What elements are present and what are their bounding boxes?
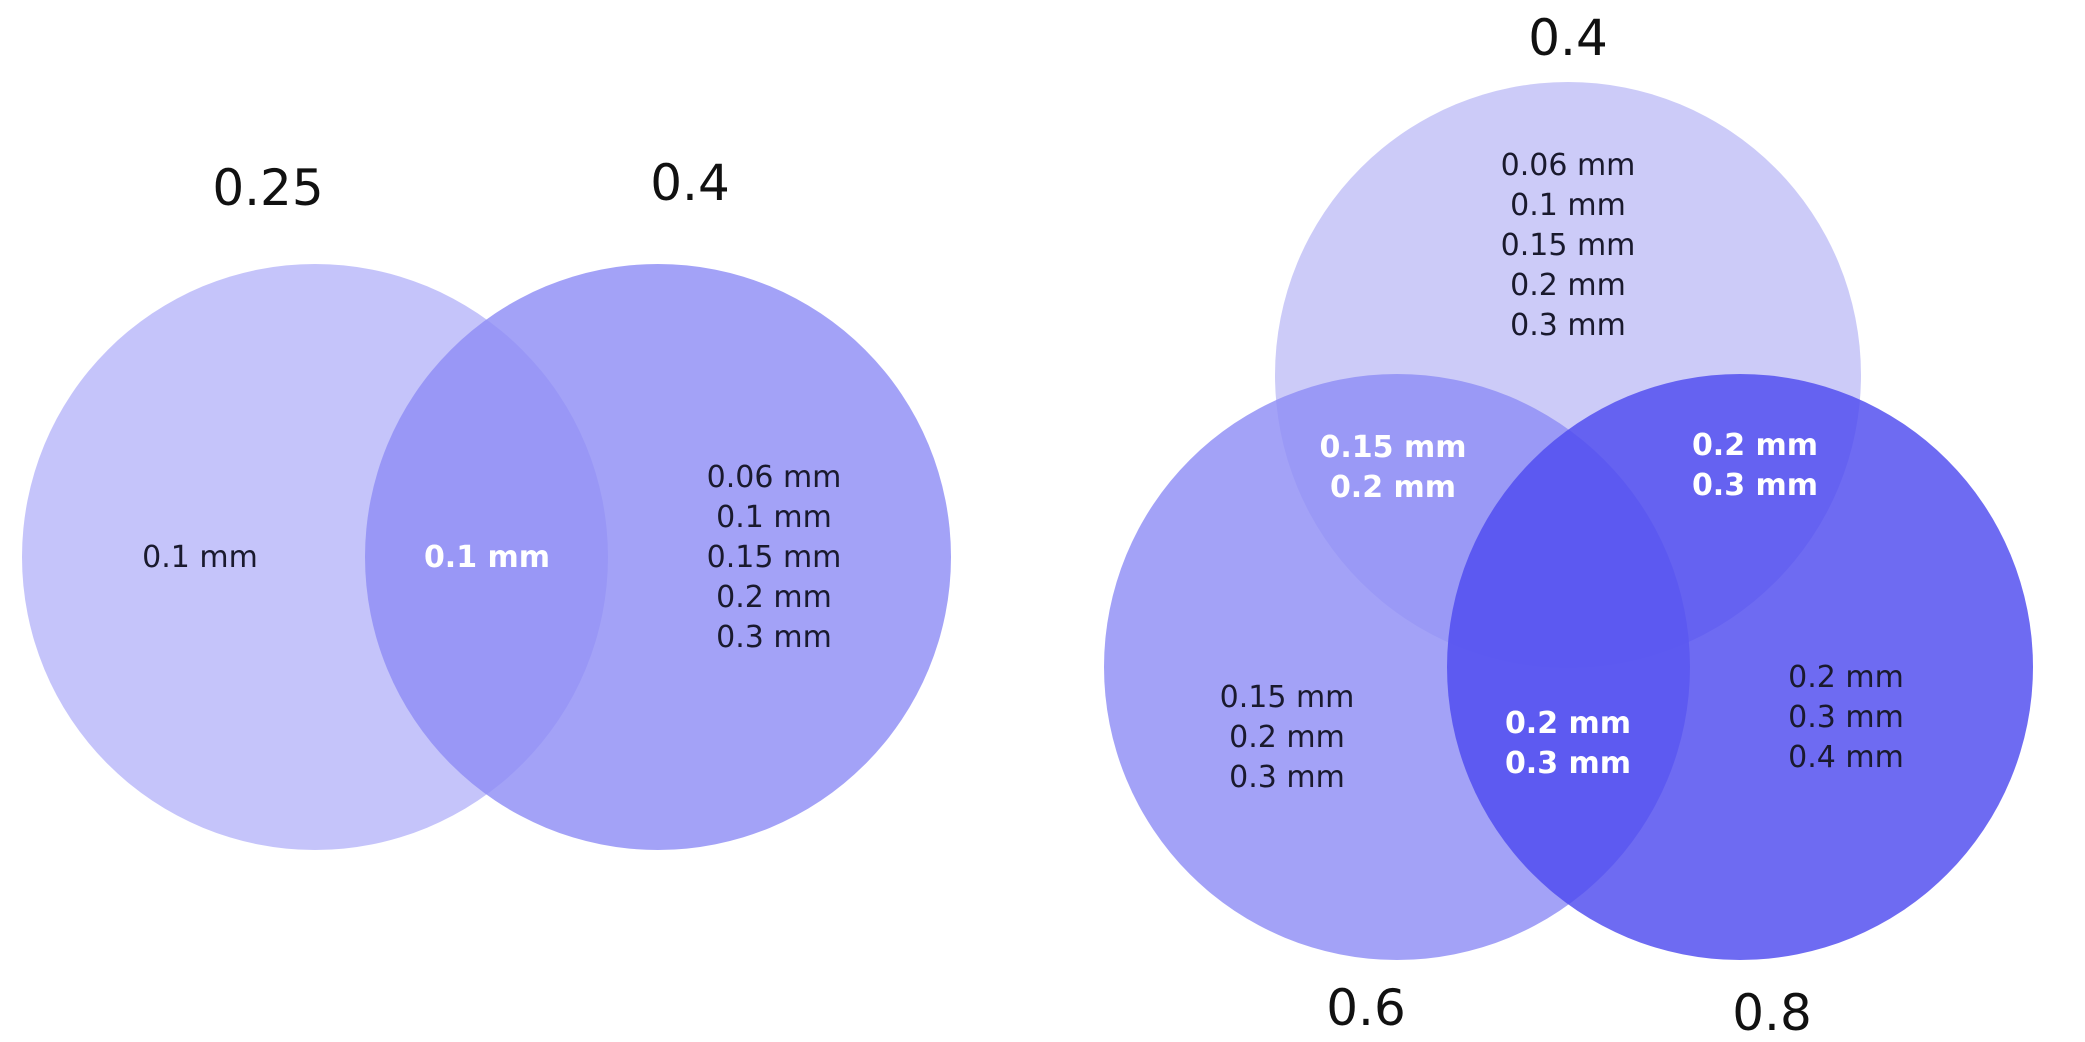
region-label-line: 0.2 mm [1692, 428, 1818, 463]
region-label-line: 0.15 mm [1220, 680, 1355, 715]
region-0-25-and-0-4: 0.1 mm [424, 540, 550, 575]
region-label-line: 0.3 mm [1229, 760, 1345, 795]
set-title-top-0-4: 0.4 [1528, 9, 1608, 67]
region-only-0-4: 0.06 mm 0.1 mm 0.15 mm 0.2 mm 0.3 mm [707, 460, 842, 655]
region-label-line: 0.3 mm [1505, 746, 1631, 781]
region-label-line: 0.1 mm [142, 540, 258, 575]
three-set-venn: 0.4 0.6 0.8 0.06 mm0.1 mm0.15 mm0.2 mm0.… [1104, 9, 2033, 1042]
region-label-line: 0.3 mm [1692, 468, 1818, 503]
region-label-line: 0.4 mm [1788, 740, 1904, 775]
two-set-venn: 0.25 0.4 0.1 mm 0.1 mm 0.06 mm 0.1 mm 0.15… [22, 154, 951, 850]
region-top-and-left: 0.15 mm 0.2 mm [1320, 430, 1467, 505]
venn-circle-right-0-8 [1447, 374, 2033, 960]
set-title-right-0-8: 0.8 [1732, 984, 1812, 1042]
region-label-line: 0.1 mm [1510, 188, 1626, 223]
set-title-0-4: 0.4 [650, 154, 730, 212]
region-label-line: 0.15 mm [1501, 228, 1636, 263]
region-label-line: 0.2 mm [1330, 470, 1456, 505]
region-only-left: 0.15 mm 0.2 mm 0.3 mm [1220, 680, 1355, 795]
region-label-line: 0.06 mm [707, 460, 842, 495]
set-title-0-25: 0.25 [212, 159, 323, 217]
venn-circle-0-4 [365, 264, 951, 850]
region-label-line: 0.15 mm [1320, 430, 1467, 465]
region-label-line: 0.3 mm [1788, 700, 1904, 735]
region-only-0-25: 0.1 mm [142, 540, 258, 575]
region-left-and-right: 0.2 mm 0.3 mm [1505, 706, 1631, 781]
region-only-right: 0.2 mm 0.3 mm 0.4 mm [1788, 660, 1904, 775]
region-label-line: 0.1 mm [424, 540, 550, 575]
region-label-line: 0.3 mm [716, 620, 832, 655]
region-top-and-right: 0.2 mm 0.3 mm [1692, 428, 1818, 503]
region-label-line: 0.2 mm [1505, 706, 1631, 741]
region-label-line: 0.2 mm [716, 580, 832, 615]
region-only-top: 0.06 mm 0.1 mm 0.15 mm 0.2 mm 0.3 mm [1501, 148, 1636, 343]
region-label-line: 0.2 mm [1229, 720, 1345, 755]
region-label-line: 0.15 mm [707, 540, 842, 575]
set-title-left-0-6: 0.6 [1326, 979, 1406, 1037]
region-label-line: 0.06 mm [1501, 148, 1636, 183]
region-label-line: 0.3 mm [1510, 308, 1626, 343]
region-label-line: 0.1 mm [716, 500, 832, 535]
region-label-line: 0.2 mm [1510, 268, 1626, 303]
region-label-line: 0.2 mm [1788, 660, 1904, 695]
